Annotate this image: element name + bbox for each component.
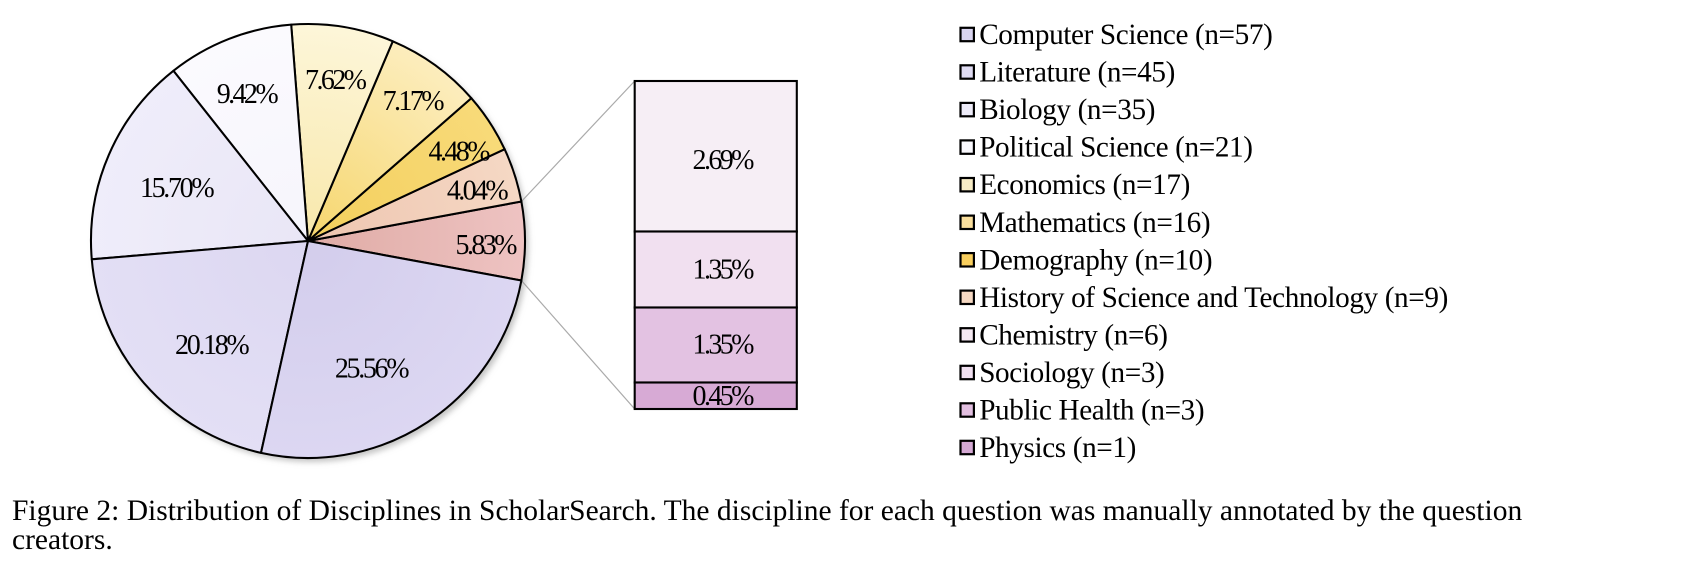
svg-text:Literature (n=45): Literature (n=45) — [979, 57, 1175, 89]
svg-text:Sociology (n=3): Sociology (n=3) — [979, 357, 1164, 389]
svg-text:25.56%: 25.56% — [335, 353, 410, 384]
svg-text:Computer Science (n=57): Computer Science (n=57) — [979, 19, 1272, 51]
svg-text:15.70%: 15.70% — [140, 173, 215, 204]
svg-text:7.62%: 7.62% — [305, 65, 367, 96]
svg-text:0.45%: 0.45% — [693, 381, 755, 412]
svg-text:4.04%: 4.04% — [447, 176, 509, 207]
svg-text:Figure 2: Distribution of Disc: Figure 2: Distribution of Disciplines in… — [12, 495, 1522, 527]
svg-text:Public Health (n=3): Public Health (n=3) — [979, 395, 1204, 427]
svg-text:1.35%: 1.35% — [693, 329, 755, 360]
svg-text:Political Science (n=21): Political Science (n=21) — [979, 132, 1252, 164]
svg-text:7.17%: 7.17% — [383, 86, 445, 117]
svg-text:9.42%: 9.42% — [217, 79, 279, 110]
svg-text:4.48%: 4.48% — [429, 136, 491, 167]
svg-text:Physics (n=1): Physics (n=1) — [979, 432, 1136, 464]
svg-text:5.83%: 5.83% — [456, 230, 518, 261]
svg-text:20.18%: 20.18% — [175, 330, 250, 361]
svg-text:Economics (n=17): Economics (n=17) — [979, 169, 1190, 201]
svg-text:Biology (n=35): Biology (n=35) — [979, 94, 1155, 126]
svg-text:Demography (n=10): Demography (n=10) — [979, 244, 1212, 276]
svg-text:Chemistry (n=6): Chemistry (n=6) — [979, 319, 1167, 351]
svg-text:2.69%: 2.69% — [693, 145, 755, 176]
svg-text:1.35%: 1.35% — [693, 255, 755, 286]
svg-text:Mathematics (n=16): Mathematics (n=16) — [979, 207, 1210, 239]
svg-text:History of Science and Technol: History of Science and Technology (n=9) — [979, 282, 1448, 314]
svg-text:creators.: creators. — [12, 524, 113, 556]
